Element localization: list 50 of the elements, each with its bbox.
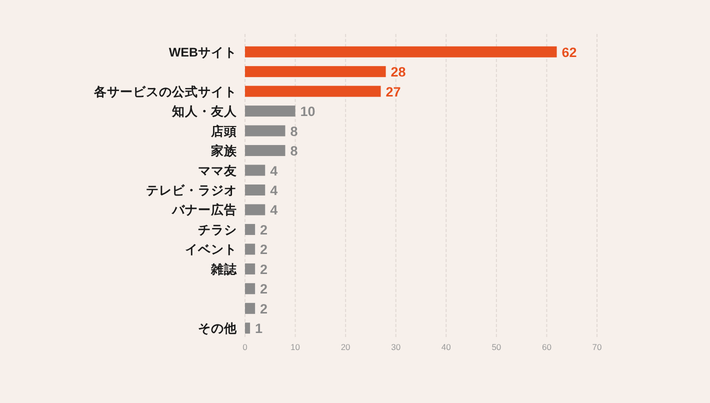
x-tick-label: 20 [340,342,351,352]
y-tick-label: 家族 [210,143,238,158]
bar [245,244,256,255]
data-label: 27 [386,84,401,100]
y-tick-label: 雑誌 [210,261,238,276]
data-label: 1 [255,321,264,336]
data-label: 10 [300,104,316,120]
data-label: 2 [260,301,268,316]
data-label: 2 [260,262,268,277]
bar [245,66,386,78]
bar [245,322,250,334]
x-tick-label: 40 [441,342,452,352]
y-tick-label: イベント [185,242,237,257]
data-label: 2 [260,222,268,238]
y-tick-label: その他 [198,322,238,336]
bar [245,224,256,235]
y-tick-label: 各サービスの公式サイト [93,84,237,99]
y-tick-label: 知人・友人 [171,104,238,119]
bar [245,263,256,274]
bar [245,46,557,58]
bar [245,86,381,97]
data-label: 28 [390,64,406,80]
y-tick-label: WEBサイト [168,45,237,60]
data-label: 4 [270,183,278,198]
y-tick-label: ママ友 [198,164,237,178]
y-tick-label: 店頭 [210,123,237,138]
x-tick-label: 0 [242,342,248,352]
x-tick-label: 60 [542,342,552,352]
y-tick-label: バナー広告 [171,202,237,218]
data-label: 2 [260,282,268,297]
y-tick-label: テレビ・ラジオ [146,184,237,198]
bar [245,145,286,156]
x-tick-label: 30 [391,342,401,352]
data-label: 8 [290,144,298,159]
bar [245,164,266,176]
data-label: 4 [270,202,278,218]
bar [245,283,256,294]
x-tick-label: 10 [290,342,300,352]
bar [245,204,266,216]
bar [245,106,296,117]
x-tick-label: 50 [492,342,502,352]
data-label: 62 [562,44,577,60]
data-label: 2 [260,242,268,258]
data-label: 8 [290,124,298,139]
y-tick-label: チラシ [198,222,237,237]
x-tick-label: 70 [592,342,602,352]
bar [245,184,266,196]
data-label: 4 [270,163,278,178]
bar [245,302,256,314]
bar [245,125,286,136]
